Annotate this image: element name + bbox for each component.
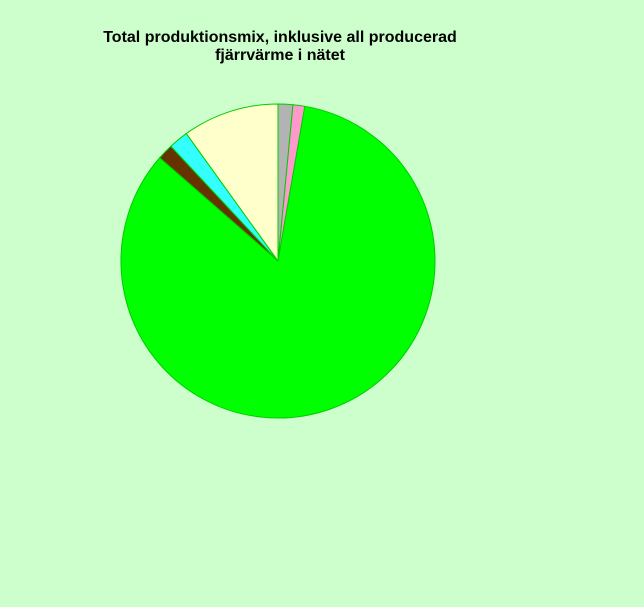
pie-slice-3 [120, 105, 436, 419]
chart-title-line-2: fjärrvärme i nätet [215, 47, 345, 64]
chart-title-line-1: Total produktionsmix, inklusive all prod… [103, 29, 457, 46]
chart-title: Total produktionsmix, inklusive all prod… [60, 29, 500, 65]
pie-slice-6 [185, 103, 279, 262]
